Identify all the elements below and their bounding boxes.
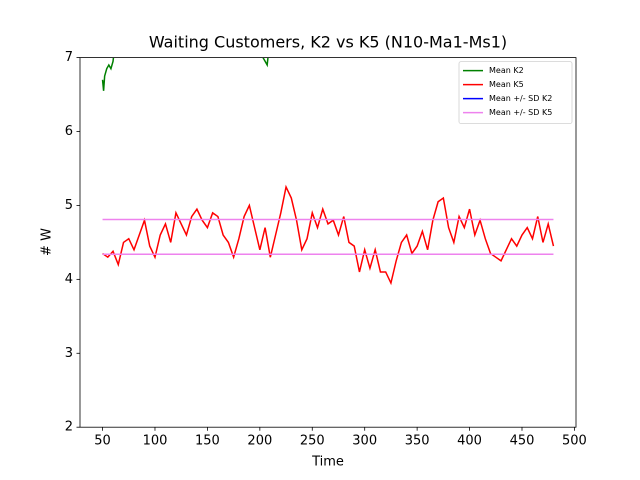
y-axis-label: # W: [40, 228, 55, 256]
y-tick-label: 7: [65, 50, 73, 65]
x-tick-label: 200: [247, 434, 272, 449]
y-tick-label: 3: [65, 346, 73, 361]
x-axis-label: Time: [311, 455, 344, 470]
plot-area: [101, 57, 555, 286]
axes: 50 100 150 200 250 300 350 400 450 500 2 3 4 5 6 7: [65, 50, 587, 449]
x-tick-label: 50: [94, 434, 111, 449]
legend: Mean K2 Mean K5 Mean +/- SD K2 Mean +/- SD …: [458, 61, 573, 124]
x-tick-label: 400: [457, 434, 482, 449]
x-tick-label: 500: [562, 434, 587, 449]
line-series: [102, 184, 555, 286]
legend-label: Mean K5: [489, 80, 524, 89]
x-tick-label: 350: [405, 434, 430, 449]
x-tick-label: 300: [352, 434, 377, 449]
x-tick-label: 150: [195, 434, 220, 449]
legend-label: Mean K2: [489, 66, 524, 75]
legend-label: Mean +/- SD K2: [489, 94, 552, 103]
legend-label: Mean +/- SD K5: [489, 108, 552, 117]
y-tick-label: 2: [65, 420, 73, 435]
y-tick-label: 6: [65, 124, 73, 139]
x-tick-label: 100: [143, 434, 168, 449]
y-tick-label: 5: [65, 198, 73, 213]
x-tick-label: 250: [300, 434, 325, 449]
line-series: [101, 57, 269, 91]
x-tick-label: 450: [510, 434, 535, 449]
plot-frame: [79, 57, 577, 428]
chart-title: Waiting Customers, K2 vs K5 (N10-Ma1-Ms1…: [149, 33, 507, 52]
y-tick-label: 4: [65, 272, 73, 287]
legend-box: [458, 61, 573, 124]
